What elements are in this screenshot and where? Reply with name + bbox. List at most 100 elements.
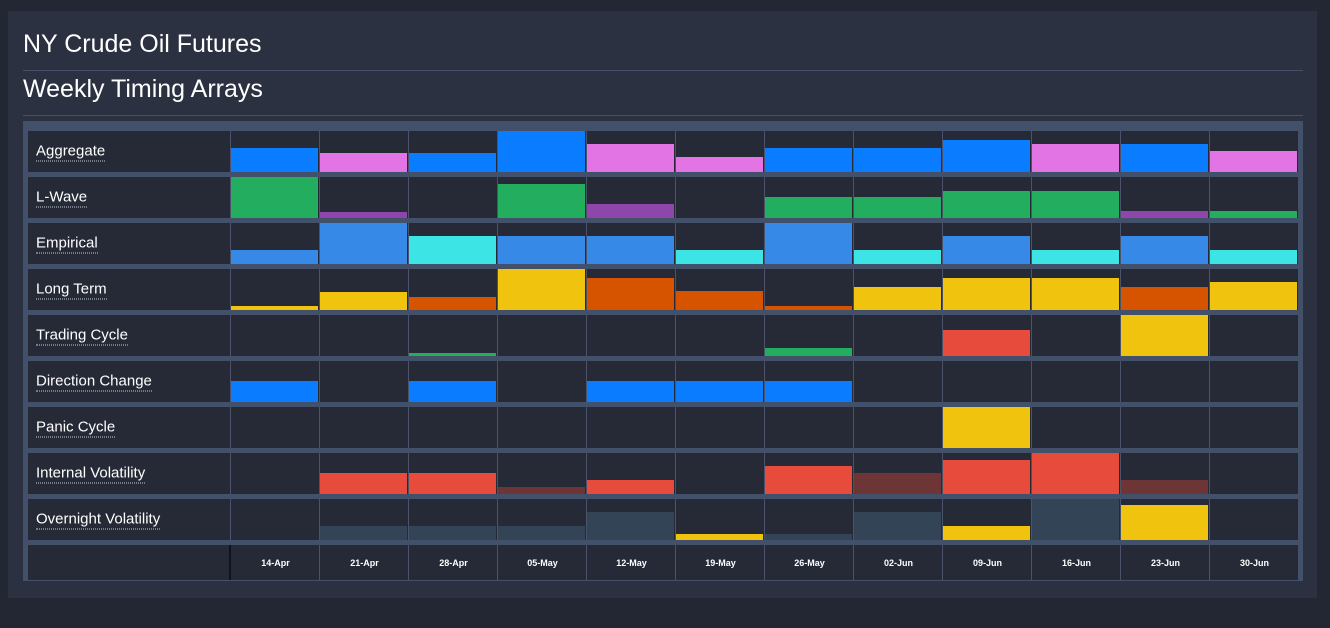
cell-trading-cycle-09-jun (943, 315, 1032, 356)
x-tick-label: 14-Apr (261, 557, 290, 568)
cell-overnight-volatility-23-jun (1121, 499, 1210, 540)
cell-aggregate-21-apr (320, 131, 409, 172)
bar-internal-volatility-12-may (587, 480, 674, 494)
bar-empirical-02-jun (854, 250, 941, 264)
row-label-long-term[interactable]: Long Term (36, 280, 107, 299)
row-label-empirical[interactable]: Empirical (36, 234, 98, 253)
cell-panic-cycle-12-may (587, 407, 676, 448)
row-label-cell: Overnight Volatility (28, 499, 231, 540)
bar-internal-volatility-16-jun (1032, 453, 1119, 494)
row-trading-cycle: Trading Cycle (28, 315, 1298, 356)
bar-long-term-09-jun (943, 278, 1030, 310)
bar-direction-change-26-may (765, 381, 852, 402)
bar-aggregate-09-jun (943, 140, 1030, 172)
row-label-cell: Aggregate (28, 131, 231, 172)
cell-internal-volatility-26-may (765, 453, 854, 494)
bar-overnight-volatility-19-may (676, 533, 763, 540)
bar-l-wave-21-apr (320, 211, 407, 218)
row-label-cell: Panic Cycle (28, 407, 231, 448)
row-label-cell: Empirical (28, 223, 231, 264)
bar-long-term-19-may (676, 291, 763, 310)
cell-long-term-09-jun (943, 269, 1032, 310)
bar-panic-cycle-09-jun (943, 407, 1030, 448)
cell-overnight-volatility-26-may (765, 499, 854, 540)
bar-empirical-14-apr (231, 250, 318, 264)
axis-cell: 02-Jun (854, 545, 943, 580)
cell-direction-change-16-jun (1032, 361, 1121, 402)
cell-internal-volatility-21-apr (320, 453, 409, 494)
bar-l-wave-23-jun (1121, 211, 1208, 218)
row-label-internal-volatility[interactable]: Internal Volatility (36, 464, 146, 483)
bar-trading-cycle-26-may (765, 347, 852, 356)
cell-direction-change-14-apr (231, 361, 320, 402)
cell-l-wave-23-jun (1121, 177, 1210, 218)
bar-overnight-volatility-21-apr (320, 526, 407, 540)
bar-internal-volatility-26-may (765, 466, 852, 494)
cell-empirical-05-may (498, 223, 587, 264)
x-tick-label: 16-Jun (1061, 557, 1092, 568)
bar-l-wave-09-jun (943, 190, 1030, 218)
cell-panic-cycle-02-jun (854, 407, 943, 448)
cell-internal-volatility-28-apr (409, 453, 498, 494)
cell-overnight-volatility-09-jun (943, 499, 1032, 540)
bar-internal-volatility-02-jun (854, 473, 941, 494)
cell-overnight-volatility-12-may (587, 499, 676, 540)
cell-aggregate-26-may (765, 131, 854, 172)
cell-l-wave-05-may (498, 177, 587, 218)
row-label-overnight-volatility[interactable]: Overnight Volatility (36, 510, 161, 529)
row-label-panic-cycle[interactable]: Panic Cycle (36, 418, 116, 437)
x-tick-label: 28-Apr (439, 557, 468, 568)
cell-internal-volatility-02-jun (854, 453, 943, 494)
bar-trading-cycle-23-jun (1121, 315, 1208, 356)
page-title: NY Crude Oil Futures (23, 30, 262, 58)
bar-long-term-26-may (765, 305, 852, 310)
title-divider (23, 70, 1303, 71)
cell-panic-cycle-30-jun (1210, 407, 1298, 448)
axis-cell: 09-Jun (943, 545, 1032, 580)
cell-trading-cycle-26-may (765, 315, 854, 356)
cell-trading-cycle-19-may (676, 315, 765, 356)
row-label-trading-cycle[interactable]: Trading Cycle (36, 326, 128, 345)
cell-overnight-volatility-19-may (676, 499, 765, 540)
cell-empirical-19-may (676, 223, 765, 264)
timing-array-grid: Aggregate L-Wave Empirical Long Term Trading… (23, 121, 1303, 581)
bar-overnight-volatility-16-jun (1032, 499, 1119, 540)
cell-internal-volatility-14-apr (231, 453, 320, 494)
bar-empirical-12-may (587, 236, 674, 264)
cell-overnight-volatility-14-apr (231, 499, 320, 540)
cell-panic-cycle-05-may (498, 407, 587, 448)
bar-trading-cycle-28-apr (409, 353, 496, 356)
row-label-l-wave[interactable]: L-Wave (36, 188, 88, 207)
axis-cell: 12-May (587, 545, 676, 580)
bar-direction-change-12-may (587, 381, 674, 402)
cell-l-wave-14-apr (231, 177, 320, 218)
cell-aggregate-16-jun (1032, 131, 1121, 172)
bar-l-wave-14-apr (231, 177, 318, 218)
row-label-cell: Trading Cycle (28, 315, 231, 356)
bar-empirical-23-jun (1121, 236, 1208, 264)
cell-l-wave-28-apr (409, 177, 498, 218)
cell-overnight-volatility-28-apr (409, 499, 498, 540)
cell-aggregate-19-may (676, 131, 765, 172)
bar-long-term-16-jun (1032, 278, 1119, 310)
axis-cell: 21-Apr (320, 545, 409, 580)
cell-empirical-28-apr (409, 223, 498, 264)
bar-empirical-19-may (676, 250, 763, 264)
cell-empirical-14-apr (231, 223, 320, 264)
bar-direction-change-14-apr (231, 381, 318, 402)
cell-overnight-volatility-02-jun (854, 499, 943, 540)
bar-aggregate-26-may (765, 148, 852, 172)
cell-aggregate-30-jun (1210, 131, 1298, 172)
cell-empirical-12-may (587, 223, 676, 264)
cell-trading-cycle-02-jun (854, 315, 943, 356)
cell-l-wave-30-jun (1210, 177, 1298, 218)
bar-overnight-volatility-12-may (587, 512, 674, 540)
bar-overnight-volatility-02-jun (854, 512, 941, 540)
page-subtitle: Weekly Timing Arrays (23, 75, 263, 103)
row-label-aggregate[interactable]: Aggregate (36, 142, 106, 161)
axis-label-cell (28, 545, 231, 580)
bar-empirical-09-jun (943, 236, 1030, 264)
bar-l-wave-26-may (765, 197, 852, 218)
cell-panic-cycle-28-apr (409, 407, 498, 448)
row-label-direction-change[interactable]: Direction Change (36, 372, 152, 391)
